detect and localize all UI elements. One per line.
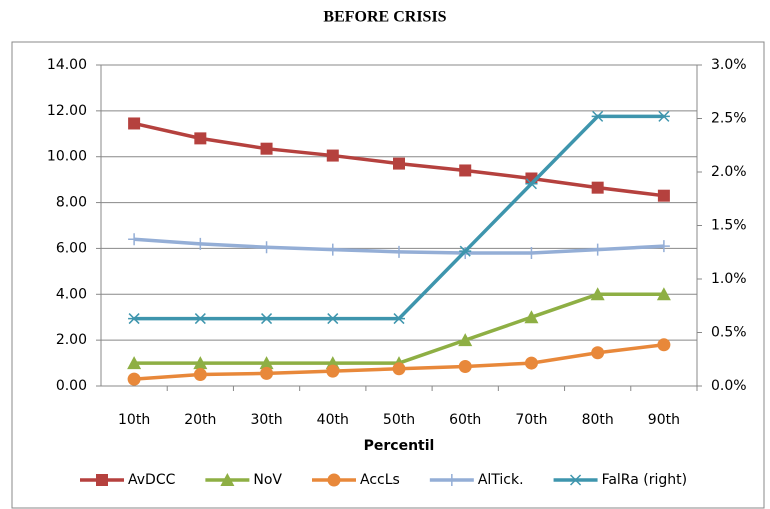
marker (127, 356, 142, 370)
x-tick-label: 60th (449, 412, 481, 428)
marker (657, 189, 670, 202)
marker (128, 313, 141, 325)
marker (458, 360, 472, 374)
y2-tick-label: 0.0% (711, 378, 747, 394)
marker (326, 149, 339, 162)
x-axis-label: Percentil (364, 438, 435, 454)
marker (128, 117, 141, 130)
marker (220, 473, 235, 486)
y-tick-label: 8.00 (56, 195, 87, 211)
y-tick-label: 2.00 (56, 332, 87, 348)
marker (259, 356, 274, 370)
marker (657, 110, 670, 122)
x-tick-label: 70th (515, 412, 547, 428)
marker (326, 313, 339, 325)
marker (569, 474, 582, 486)
marker (193, 356, 208, 370)
marker (128, 233, 141, 246)
chart-title: BEFORE CRISIS (323, 9, 446, 26)
legend: AvDCC NoV AccLs AlTick. FalRa (right) (80, 472, 687, 488)
series-line (134, 114, 664, 321)
marker (525, 247, 538, 260)
marker (591, 181, 604, 194)
marker (458, 333, 473, 347)
marker (327, 473, 341, 487)
marker (657, 240, 670, 253)
marker (193, 368, 207, 382)
y2-tick-label: 1.5% (711, 218, 747, 234)
marker (326, 364, 340, 378)
marker (591, 346, 605, 360)
marker (260, 142, 273, 155)
marker (524, 356, 538, 370)
x-tick-label: 20th (184, 412, 216, 428)
y-tick-label: 12.00 (47, 103, 87, 119)
marker (260, 313, 273, 325)
marker (590, 287, 605, 301)
marker (445, 474, 458, 486)
x-tick-label: 40th (317, 412, 349, 428)
y-tick-label: 14.00 (47, 57, 87, 73)
marker (459, 164, 472, 177)
marker (591, 243, 604, 256)
marker (392, 362, 406, 376)
x-tick-label: 50th (383, 412, 415, 428)
marker (656, 287, 671, 301)
y-tick-label: 4.00 (56, 286, 87, 302)
marker (194, 237, 207, 250)
y2-tick-label: 2.0% (711, 164, 747, 180)
marker (657, 338, 671, 352)
legend-label: AlTick. (478, 472, 524, 488)
marker (393, 157, 405, 170)
legend-label: FalRa (right) (602, 472, 688, 488)
y2-tick-label: 3.0% (711, 57, 747, 73)
marker (525, 178, 538, 190)
x-tick-label: 80th (582, 412, 614, 428)
y2-tick-label: 1.0% (711, 271, 747, 287)
x-tick-label: 30th (250, 412, 282, 428)
chart-frame (11, 41, 765, 509)
marker (591, 110, 604, 122)
legend-label: AvDCC (128, 472, 176, 488)
y-tick-label: 10.00 (47, 149, 87, 165)
marker (524, 310, 539, 324)
marker (127, 372, 141, 386)
marker (326, 243, 339, 256)
x-tick-label: 90th (648, 412, 680, 428)
y-tick-label: 6.00 (56, 240, 87, 256)
series-line (134, 292, 664, 365)
x-tick-label: 10th (118, 412, 150, 428)
marker (393, 245, 405, 258)
marker (194, 132, 207, 145)
y2-tick-label: 0.5% (711, 325, 747, 341)
marker (393, 313, 405, 325)
y-tick-label: 0.00 (56, 378, 87, 394)
y2-tick-label: 2.5% (711, 111, 747, 127)
legend-label: NoV (253, 472, 282, 488)
marker (260, 241, 273, 254)
legend-label: AccLs (360, 472, 400, 488)
marker (194, 313, 207, 325)
marker (260, 366, 274, 380)
marker (96, 474, 108, 486)
marker (459, 245, 472, 257)
